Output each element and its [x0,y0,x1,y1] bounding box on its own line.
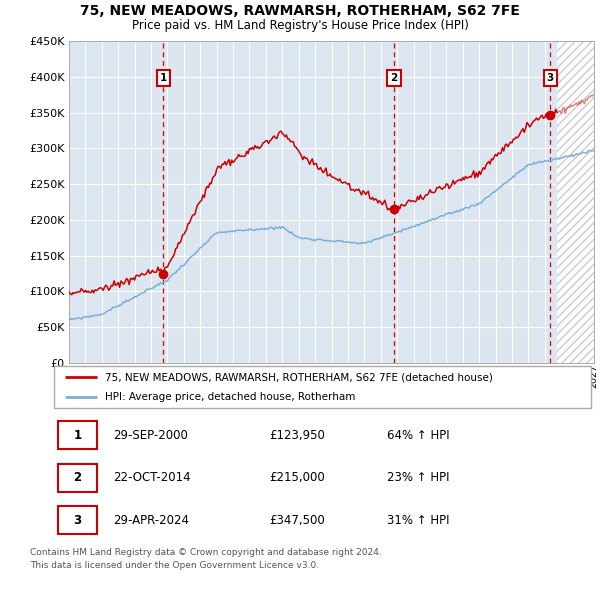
Text: 75, NEW MEADOWS, RAWMARSH, ROTHERHAM, S62 7FE: 75, NEW MEADOWS, RAWMARSH, ROTHERHAM, S6… [80,4,520,18]
Text: Contains HM Land Registry data © Crown copyright and database right 2024.: Contains HM Land Registry data © Crown c… [30,548,382,556]
FancyBboxPatch shape [58,506,97,534]
Bar [557,41,594,363]
Text: 22-OCT-2014: 22-OCT-2014 [113,471,191,484]
FancyBboxPatch shape [54,366,591,408]
Text: £347,500: £347,500 [269,514,325,527]
Text: 23% ↑ HPI: 23% ↑ HPI [387,471,449,484]
Text: 2: 2 [74,471,82,484]
Text: 29-SEP-2000: 29-SEP-2000 [113,429,188,442]
Bar [557,41,594,363]
Text: HPI: Average price, detached house, Rotherham: HPI: Average price, detached house, Roth… [105,392,355,402]
Text: This data is licensed under the Open Government Licence v3.0.: This data is licensed under the Open Gov… [30,560,319,569]
Text: 3: 3 [547,73,554,83]
Text: 75, NEW MEADOWS, RAWMARSH, ROTHERHAM, S62 7FE (detached house): 75, NEW MEADOWS, RAWMARSH, ROTHERHAM, S6… [105,372,493,382]
Text: 2: 2 [391,73,398,83]
Text: £215,000: £215,000 [269,471,325,484]
Text: 29-APR-2024: 29-APR-2024 [113,514,189,527]
Text: 31% ↑ HPI: 31% ↑ HPI [387,514,449,527]
Text: 3: 3 [74,514,82,527]
FancyBboxPatch shape [58,421,97,449]
FancyBboxPatch shape [58,464,97,491]
Text: £123,950: £123,950 [269,429,325,442]
Text: 64% ↑ HPI: 64% ↑ HPI [387,429,449,442]
Text: Price paid vs. HM Land Registry's House Price Index (HPI): Price paid vs. HM Land Registry's House … [131,19,469,32]
Text: 1: 1 [74,429,82,442]
Text: 1: 1 [160,73,167,83]
